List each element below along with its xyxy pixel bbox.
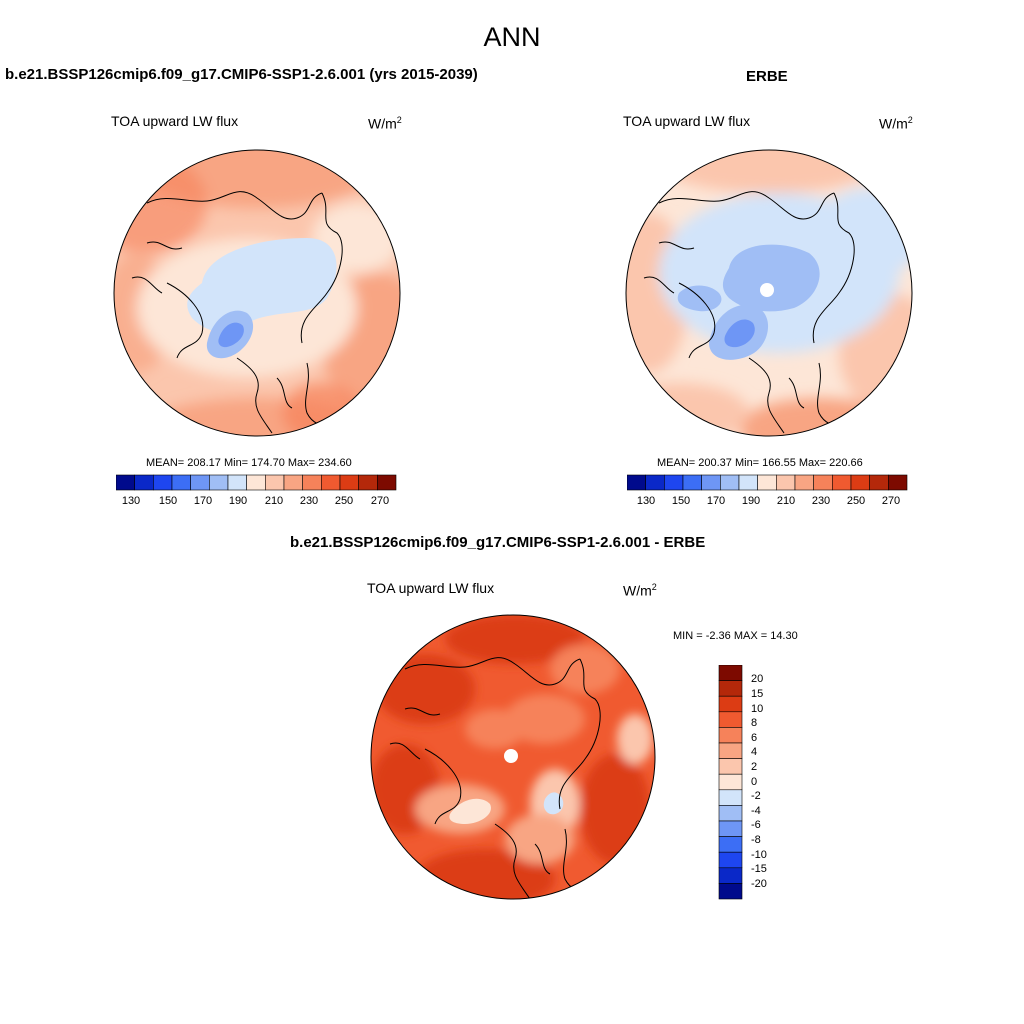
colorbar-swatch [664, 474, 684, 491]
colorbar-swatch [718, 851, 743, 869]
colorbar-swatch [718, 711, 743, 728]
colorbar-swatch [265, 474, 285, 491]
panel1-polar-map [113, 149, 401, 437]
panel2-colorbar [627, 474, 908, 491]
colorbar-swatch [321, 474, 341, 491]
colorbar-swatch [153, 474, 173, 491]
colorbar-swatch [869, 474, 889, 491]
colorbar-swatch [757, 474, 777, 491]
cb2-label: 210 [776, 495, 796, 507]
cb2-label: 250 [846, 495, 866, 507]
cb2-label: 190 [741, 495, 761, 507]
cb1-label: 190 [228, 495, 248, 507]
colorbar-swatch [227, 474, 247, 491]
cb3-label: 8 [751, 717, 758, 729]
colorbar-swatch [794, 474, 814, 491]
colorbar-swatch [718, 758, 743, 775]
colorbar-swatch [718, 665, 743, 681]
cb3-label: -2 [751, 790, 761, 802]
cb1-label: 170 [193, 495, 213, 507]
panel3-title: b.e21.BSSP126cmip6.f09_g17.CMIP6-SSP1-2.… [290, 534, 706, 551]
colorbar-swatch [701, 474, 721, 491]
colorbar-swatch [718, 727, 743, 744]
cb1-label: 250 [334, 495, 354, 507]
cb3-label: -8 [751, 834, 761, 846]
colorbar-swatch [832, 474, 852, 491]
cb1-label: 210 [264, 495, 284, 507]
cb3-label: 6 [751, 732, 758, 744]
panel1-variable-label: TOA upward LW flux [111, 113, 239, 129]
cb3-label: -15 [751, 863, 767, 875]
cb3-label: 0 [751, 776, 758, 788]
colorbar-swatch [850, 474, 870, 491]
page-title: ANN [483, 22, 541, 52]
cb3-label: -20 [751, 878, 767, 890]
panel2-stats: MEAN= 200.37 Min= 166.55 Max= 220.66 [657, 457, 863, 469]
panel1-colorbar [116, 474, 397, 491]
colorbar-swatch [718, 867, 743, 884]
colorbar-swatch [718, 773, 743, 791]
colorbar-swatch [718, 789, 743, 806]
colorbar-swatch [718, 820, 743, 837]
colorbar-swatch [718, 836, 743, 853]
panel1-title: b.e21.BSSP126cmip6.f09_g17.CMIP6-SSP1-2.… [5, 66, 478, 83]
colorbar-swatch [813, 474, 833, 491]
colorbar-swatch [358, 474, 378, 491]
panel2-polar-map [625, 149, 913, 437]
colorbar-swatch [645, 474, 665, 491]
cb3-label: 10 [751, 703, 764, 715]
colorbar-swatch [209, 474, 229, 491]
colorbar-swatch [718, 805, 743, 822]
cb3-label: -4 [751, 805, 761, 817]
colorbar-swatch [718, 680, 743, 697]
colorbar-swatch [718, 742, 743, 759]
colorbar-swatch [246, 474, 266, 491]
cb1-label: 230 [299, 495, 319, 507]
colorbar-swatch [283, 474, 303, 491]
colorbar-swatch [171, 474, 191, 491]
panel3-stats: MIN = -2.36 MAX = 14.30 [673, 630, 798, 642]
cb2-label: 170 [706, 495, 726, 507]
cb3-label: 4 [751, 746, 758, 758]
colorbar-swatch [134, 474, 154, 491]
panel3-colorbar [718, 665, 743, 900]
panel1-stats: MEAN= 208.17 Min= 174.70 Max= 234.60 [146, 457, 352, 469]
cb2-label: 270 [881, 495, 901, 507]
panel3-variable-label: TOA upward LW flux [367, 580, 495, 596]
colorbar-swatch [776, 474, 796, 491]
colorbar-swatch [682, 474, 702, 491]
colorbar-swatch [116, 474, 135, 491]
colorbar-swatch [377, 474, 397, 491]
cb1-label: 270 [370, 495, 390, 507]
panel1-units: W/m2 [368, 115, 402, 132]
panel3-units: W/m2 [623, 582, 657, 599]
colorbar-swatch [190, 474, 210, 491]
colorbar-swatch [738, 474, 758, 491]
cb2-label: 130 [636, 495, 656, 507]
cb3-label: 2 [751, 761, 758, 773]
colorbar-swatch [627, 474, 646, 491]
cb3-label: 15 [751, 688, 764, 700]
cb2-label: 150 [671, 495, 691, 507]
cb3-label: 20 [751, 673, 764, 685]
cb2-label: 230 [811, 495, 831, 507]
panel2-title: ERBE [746, 68, 788, 85]
cb1-label: 150 [158, 495, 178, 507]
panel3-polar-map [370, 614, 656, 900]
colorbar-swatch [718, 883, 743, 900]
colorbar-swatch [339, 474, 359, 491]
colorbar-swatch [888, 474, 908, 491]
cb3-label: -6 [751, 819, 761, 831]
colorbar-swatch [720, 474, 740, 491]
colorbar-swatch [302, 474, 322, 491]
cb1-label: 130 [121, 495, 141, 507]
panel2-variable-label: TOA upward LW flux [623, 113, 751, 129]
panel2-units: W/m2 [879, 115, 913, 132]
colorbar-swatch [718, 695, 743, 713]
cb3-label: -10 [751, 849, 767, 861]
